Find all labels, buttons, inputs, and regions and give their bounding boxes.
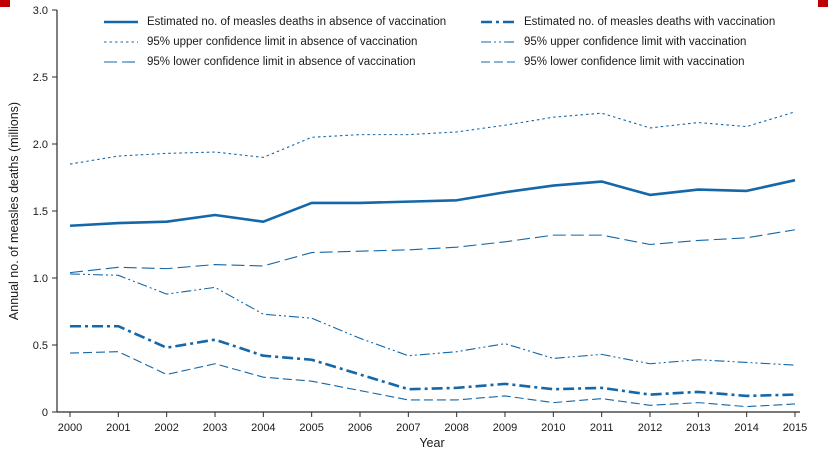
x-tick-label: 2008 — [444, 422, 468, 434]
series-line-5 — [69, 351, 796, 408]
chart-legend: Estimated no. of measles deaths in absen… — [103, 12, 775, 72]
legend-label: 95% lower confidence limit with vaccinat… — [524, 56, 745, 68]
legend-key-line-icon — [481, 41, 515, 43]
legend-item: 95% lower confidence limit with vaccinat… — [480, 56, 775, 68]
legend-key-line-icon — [481, 20, 515, 24]
y-tick-label: 1.5 — [33, 206, 48, 218]
x-tick-label: 2005 — [299, 422, 323, 434]
legend-label: Estimated no. of measles deaths with vac… — [524, 16, 776, 28]
x-tick-label: 2007 — [396, 422, 420, 434]
x-tick-label: 2004 — [251, 422, 275, 434]
legend-item: 95% upper confidence limit in absence of… — [103, 36, 480, 48]
x-axis-title: Year — [419, 436, 445, 450]
y-tick-label: 0 — [42, 407, 48, 419]
series-line-3 — [70, 324, 796, 398]
legend-label: 95% upper confidence limit with vaccinat… — [524, 36, 747, 48]
legend-item: Estimated no. of measles deaths in absen… — [103, 16, 480, 28]
legend-item: 95% upper confidence limit with vaccinat… — [480, 36, 775, 48]
legend-label: 95% lower confidence limit in absence of… — [147, 56, 416, 68]
x-tick-label: 2010 — [541, 422, 565, 434]
legend-key-line-icon — [104, 41, 138, 43]
legend-key-line-icon — [104, 20, 138, 24]
y-tick-label: 1.0 — [33, 273, 48, 285]
x-tick-label: 2012 — [638, 422, 662, 434]
series-line-4 — [69, 273, 796, 366]
legend-key-line-icon — [104, 61, 138, 63]
x-tick-label: 2009 — [493, 422, 517, 434]
x-tick-label: 2014 — [734, 422, 758, 434]
y-tick-label: 3.0 — [33, 5, 48, 17]
x-tick-label: 2006 — [348, 422, 372, 434]
x-tick-label: 2002 — [154, 422, 178, 434]
y-tick-label: 0.5 — [33, 340, 48, 352]
legend-key-line-icon — [481, 61, 515, 63]
x-tick-label: 2013 — [686, 422, 710, 434]
x-tick-label: 2011 — [590, 422, 614, 434]
red-corner-mark-left — [0, 0, 10, 7]
x-tick-label: 2003 — [203, 422, 227, 434]
series-line-2 — [69, 229, 796, 274]
y-tick-label: 2.5 — [33, 72, 48, 84]
x-tick-label: 2000 — [58, 422, 82, 434]
y-tick-label: 2.0 — [33, 139, 48, 151]
legend-item: 95% lower confidence limit in absence of… — [103, 56, 480, 68]
y-axis-title: Annual no. of measles deaths (millions) — [7, 101, 21, 321]
red-corner-mark-right — [818, 0, 828, 7]
series-line-0 — [69, 178, 796, 228]
legend-label: 95% upper confidence limit in absence of… — [147, 36, 418, 48]
legend-item: Estimated no. of measles deaths with vac… — [480, 16, 775, 28]
series-line-1 — [69, 111, 796, 165]
legend-label: Estimated no. of measles deaths in absen… — [147, 16, 447, 28]
x-tick-label: 2015 — [783, 422, 807, 434]
x-tick-label: 2001 — [106, 422, 130, 434]
